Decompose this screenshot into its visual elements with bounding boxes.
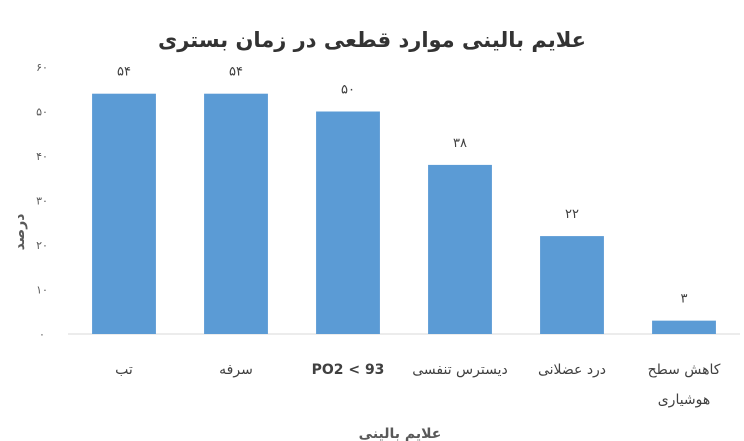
data-label: ۳۸ bbox=[453, 136, 467, 151]
x-axis-label: علایم بالینی bbox=[359, 426, 442, 441]
y-tick-label: ۳۰ bbox=[36, 195, 48, 208]
data-label: ۳ bbox=[681, 292, 688, 307]
data-label: ۵۴ bbox=[229, 65, 243, 80]
data-labels-group: ۵۴ ۵۴ ۵۰ ۳۸ ۲۲ ۳ bbox=[117, 65, 687, 307]
category-labels-group: تب سرفه PO2 < 93 دیسترس تنفسی درد عضلانی کاهش… bbox=[115, 362, 721, 408]
bar[interactable] bbox=[92, 93, 156, 334]
bar[interactable] bbox=[652, 320, 716, 334]
data-label: ۲۲ bbox=[565, 207, 579, 222]
bars-group bbox=[92, 93, 716, 335]
data-label: ۵۴ bbox=[117, 65, 131, 80]
y-axis-ticks: ۰ ۱۰ ۲۰ ۳۰ ۴۰ ۵۰ ۶۰ bbox=[36, 61, 48, 341]
bar[interactable] bbox=[204, 93, 268, 334]
category-label: درد عضلانی bbox=[538, 362, 606, 378]
y-tick-label: ۰ bbox=[39, 328, 45, 341]
bar[interactable] bbox=[428, 164, 492, 334]
bar[interactable] bbox=[540, 236, 604, 334]
chart-title: علایم بالینی موارد قطعی در زمان بستری bbox=[158, 28, 586, 52]
category-label: کاهش سطح bbox=[648, 362, 721, 378]
category-label: دیسترس تنفسی bbox=[412, 362, 507, 378]
bar[interactable] bbox=[316, 111, 380, 335]
category-label: تب bbox=[115, 362, 133, 378]
category-label: هوشیاری bbox=[658, 392, 711, 408]
category-label: سرفه bbox=[219, 362, 253, 378]
y-tick-label: ۲۰ bbox=[36, 239, 48, 252]
y-tick-label: ۶۰ bbox=[36, 61, 48, 74]
y-tick-label: ۴۰ bbox=[36, 150, 48, 163]
y-tick-label: ۵۰ bbox=[36, 106, 48, 119]
category-label: PO2 < 93 bbox=[312, 362, 385, 378]
y-tick-label: ۱۰ bbox=[36, 284, 48, 297]
data-label: ۵۰ bbox=[341, 83, 355, 98]
y-axis-label: درصد bbox=[12, 214, 28, 251]
